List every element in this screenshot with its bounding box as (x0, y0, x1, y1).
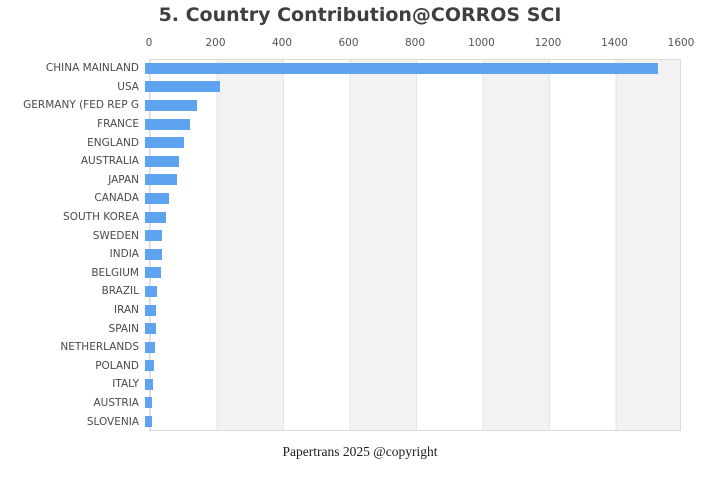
chart-row: BRAZIL (0, 282, 681, 301)
chart-row: AUSTRALIA (0, 152, 681, 171)
chart-row: CHINA MAINLAND (0, 59, 681, 78)
chart-row: FRANCE (0, 115, 681, 134)
bar-track (145, 208, 681, 227)
chart-row: USA (0, 78, 681, 97)
category-label: AUSTRALIA (80, 155, 139, 168)
category-label: BELGIUM (91, 266, 139, 279)
bar-track (145, 152, 681, 171)
category-label: IRAN (113, 304, 139, 317)
x-tick-label: 400 (271, 37, 293, 49)
chart-row: IRAN (0, 301, 681, 320)
bar (145, 416, 152, 428)
category-label: CANADA (94, 192, 139, 205)
x-tick-label: 800 (404, 37, 426, 49)
bar-track (145, 375, 681, 394)
bar (145, 360, 155, 372)
category-label: CHINA MAINLAND (45, 62, 139, 75)
bar (145, 174, 178, 186)
bar-track (145, 78, 681, 97)
chart-row: GERMANY (FED REP G (0, 96, 681, 115)
category-label: SLOVENIA (86, 415, 139, 428)
category-label: ENGLAND (87, 136, 139, 149)
chart-row: ENGLAND (0, 133, 681, 152)
chart-title: 5. Country Contribution@CORROS SCI (158, 4, 562, 26)
category-label: SPAIN (108, 322, 139, 335)
bar-track (145, 357, 681, 376)
chart-row: INDIA (0, 245, 681, 264)
x-axis-ticks: 0 200 400 600 800 1000 1200 1400 1600 (145, 37, 695, 52)
bar (145, 230, 163, 242)
chart-row: POLAND (0, 357, 681, 376)
chart-row: NETHERLANDS (0, 338, 681, 357)
bar (145, 267, 161, 279)
x-tick-label: 200 (205, 37, 226, 49)
category-label: GERMANY (FED REP G (23, 99, 139, 112)
bar-track (145, 226, 681, 245)
bar-track (145, 245, 681, 264)
bar-track (145, 133, 681, 152)
bar-track (145, 394, 681, 413)
category-label: AUSTRIA (93, 396, 139, 409)
chart-rows: CHINA MAINLAND USA GERMANY (FED REP G FRANC… (0, 59, 681, 431)
x-tick-label: 0 (145, 37, 153, 49)
bar-track (145, 282, 681, 301)
chart-row: AUSTRIA (0, 394, 681, 413)
bar (145, 155, 179, 167)
bar (145, 192, 170, 204)
category-label: FRANCE (97, 118, 139, 131)
bar-track (145, 264, 681, 283)
bar-track (145, 59, 681, 78)
bar-track (145, 412, 681, 431)
chart-row: JAPAN (0, 171, 681, 190)
category-label: JAPAN (108, 173, 139, 186)
bar (145, 323, 156, 335)
bar (145, 118, 190, 130)
bar-track (145, 319, 681, 338)
bar-track (145, 171, 681, 190)
bar (145, 137, 185, 149)
chart-row: SPAIN (0, 319, 681, 338)
category-label: POLAND (95, 359, 139, 372)
bar (145, 81, 221, 93)
bar-track (145, 115, 681, 134)
bar (145, 99, 197, 111)
plot-area (149, 59, 681, 431)
chart-row: SOUTH KOREA (0, 208, 681, 227)
bar (145, 378, 154, 390)
x-tick-label: 600 (338, 37, 359, 49)
category-label: INDIA (109, 248, 139, 261)
bar (145, 397, 153, 409)
bar (145, 62, 658, 74)
bar (145, 211, 166, 223)
bar-track (145, 301, 681, 320)
category-label: NETHERLANDS (60, 341, 139, 354)
bar (145, 304, 156, 316)
bar-track (145, 96, 681, 115)
category-label: USA (117, 80, 139, 93)
category-label: SOUTH KOREA (63, 211, 139, 224)
x-tick-label: 1600 (667, 37, 695, 49)
x-tick-label: 1200 (534, 37, 562, 49)
bar-track (145, 189, 681, 208)
chart-row: SWEDEN (0, 226, 681, 245)
bar-track (145, 338, 681, 357)
bar (145, 341, 156, 353)
category-label: BRAZIL (101, 285, 139, 298)
bar (145, 285, 158, 297)
bar (145, 248, 163, 260)
chart-row: ITALY (0, 375, 681, 394)
x-tick-label: 1400 (601, 37, 628, 49)
chart-row: BELGIUM (0, 264, 681, 283)
chart-row: SLOVENIA (0, 412, 681, 431)
category-label: SWEDEN (92, 229, 139, 242)
category-label: ITALY (112, 378, 139, 391)
x-tick-label: 1000 (468, 37, 495, 49)
copyright-text: Papertrans 2025 @copyright (282, 444, 438, 459)
chart-row: CANADA (0, 189, 681, 208)
